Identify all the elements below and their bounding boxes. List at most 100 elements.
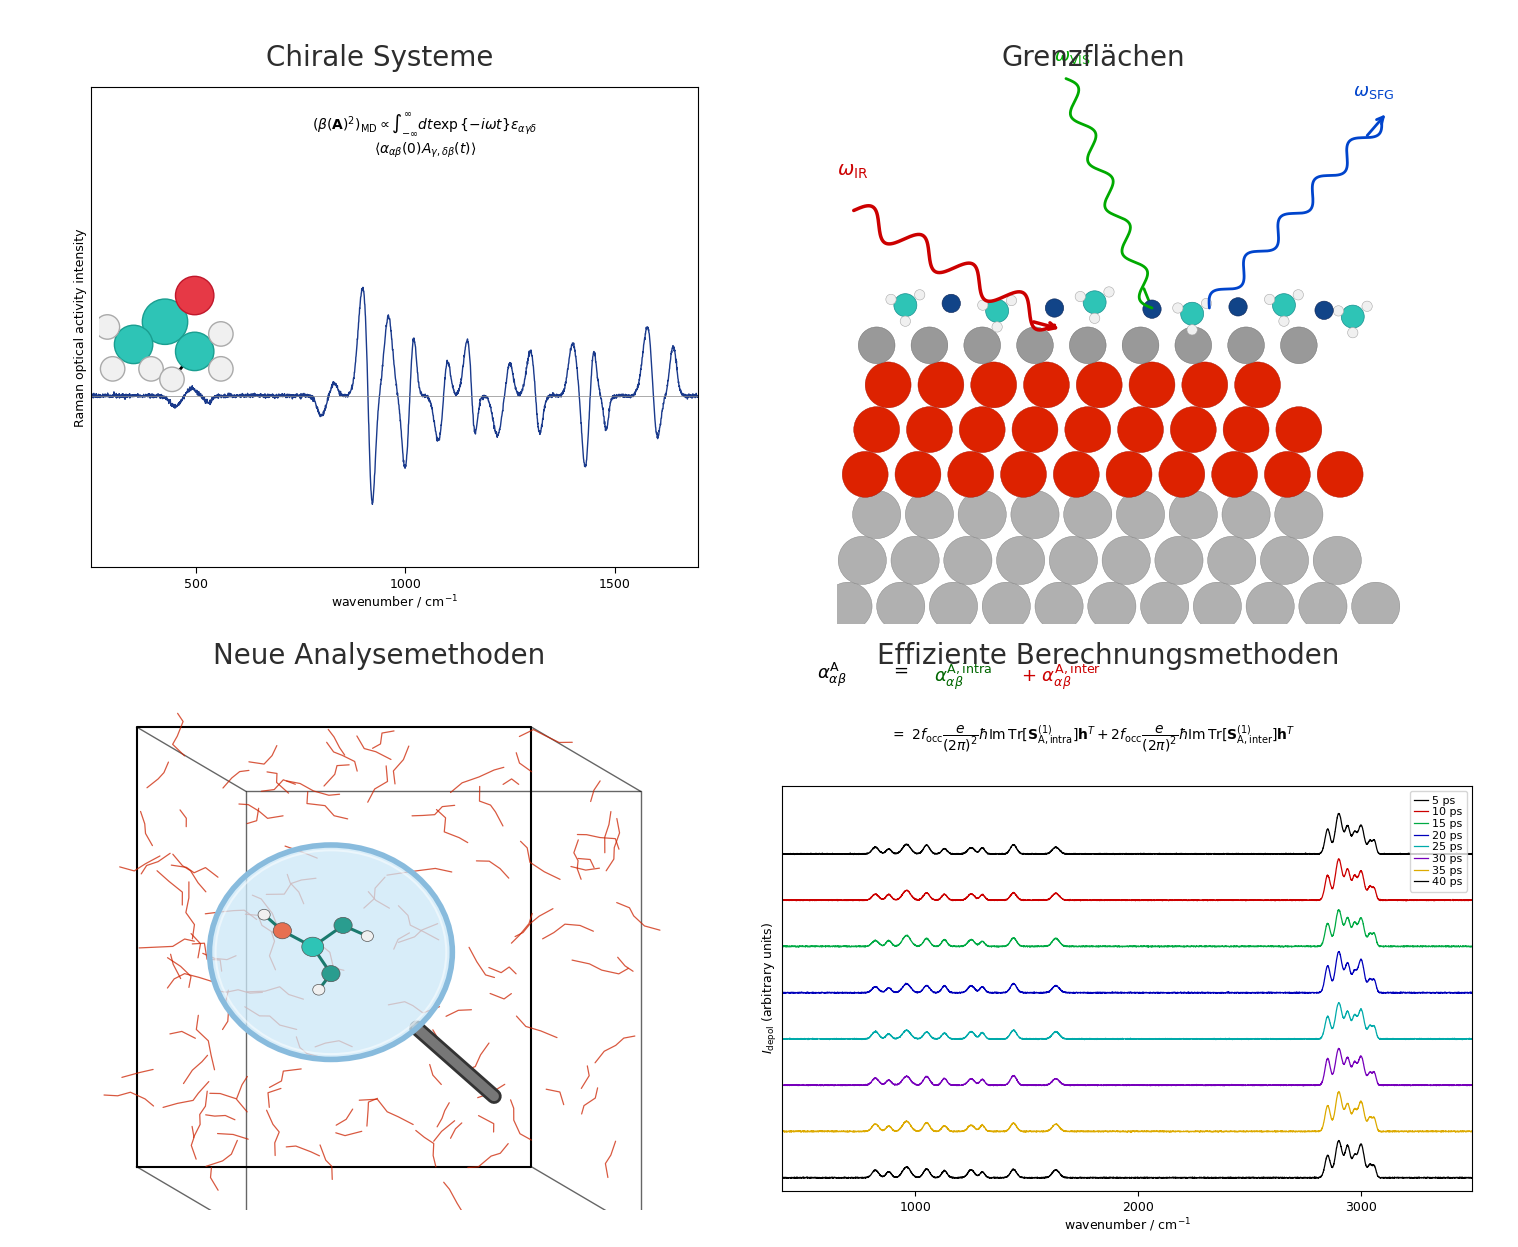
Text: $+\ \alpha^{\rm A,inter}_{\alpha\beta}$: $+\ \alpha^{\rm A,inter}_{\alpha\beta}$: [1022, 661, 1102, 692]
Circle shape: [865, 362, 911, 408]
15 ps: [1340, 915, 1359, 930]
15 ps: [1330, 902, 1348, 917]
20 ps: [1463, 985, 1482, 1000]
20 ps: [1211, 986, 1230, 1001]
Circle shape: [958, 490, 1006, 539]
5 ps: [773, 847, 791, 862]
25 ps: [1187, 1031, 1205, 1046]
20 ps: [1330, 944, 1348, 959]
Circle shape: [100, 357, 124, 382]
15 ps: [899, 928, 917, 943]
Circle shape: [964, 327, 1000, 364]
Circle shape: [138, 357, 164, 382]
Circle shape: [1088, 582, 1135, 631]
Text: $\alpha^{\rm A,intra}_{\alpha\beta}$: $\alpha^{\rm A,intra}_{\alpha\beta}$: [934, 661, 991, 692]
Circle shape: [1140, 582, 1189, 631]
Circle shape: [1064, 407, 1111, 453]
15 ps: [1222, 939, 1240, 954]
Circle shape: [1122, 327, 1158, 364]
25 ps: [1222, 1031, 1240, 1046]
Circle shape: [1224, 407, 1269, 453]
Circle shape: [96, 314, 120, 339]
Circle shape: [842, 451, 888, 498]
Circle shape: [1116, 490, 1164, 539]
Line: 15 ps: 15 ps: [782, 909, 1472, 948]
Circle shape: [1351, 582, 1400, 631]
Circle shape: [853, 407, 900, 453]
Circle shape: [143, 299, 188, 344]
20 ps: [1222, 985, 1240, 1000]
Line: 5 ps: 5 ps: [782, 813, 1472, 854]
X-axis label: wavenumber / cm$^{-1}$: wavenumber / cm$^{-1}$: [1064, 1216, 1190, 1235]
Circle shape: [991, 322, 1002, 332]
Circle shape: [1201, 298, 1211, 308]
Circle shape: [1193, 582, 1242, 631]
Y-axis label: Raman optical activity intensity: Raman optical activity intensity: [74, 228, 87, 426]
Circle shape: [322, 965, 340, 981]
Circle shape: [1277, 407, 1322, 453]
Circle shape: [1275, 490, 1324, 539]
Line: 30 ps: 30 ps: [782, 1049, 1472, 1086]
Circle shape: [1076, 362, 1122, 408]
Text: $\omega_{\rm SFG}$: $\omega_{\rm SFG}$: [1353, 82, 1394, 101]
15 ps: [1037, 939, 1055, 954]
Circle shape: [858, 327, 896, 364]
40 ps: [1289, 1170, 1307, 1185]
10 ps: [1037, 893, 1055, 908]
Circle shape: [982, 582, 1031, 631]
40 ps: [899, 1160, 917, 1175]
5 ps: [1289, 847, 1307, 862]
25 ps: [1289, 1031, 1307, 1046]
Circle shape: [1017, 327, 1053, 364]
10 ps: [1340, 868, 1359, 883]
30 ps: [1187, 1077, 1205, 1092]
Circle shape: [1064, 490, 1111, 539]
25 ps: [899, 1023, 917, 1038]
Circle shape: [1049, 536, 1098, 585]
Circle shape: [1246, 582, 1295, 631]
Circle shape: [1170, 407, 1216, 453]
Circle shape: [894, 294, 917, 317]
Text: $= \ 2f_{\rm occ}\dfrac{e}{(2\pi)^2}\hbar{\rm Im\,Tr}[\mathbf{S}^{(1)}_{\rm A,in: $= \ 2f_{\rm occ}\dfrac{e}{(2\pi)^2}\hba…: [890, 723, 1296, 753]
20 ps: [1037, 985, 1055, 1000]
Circle shape: [1222, 490, 1271, 539]
Line: 25 ps: 25 ps: [782, 1003, 1472, 1040]
35 ps: [1463, 1125, 1482, 1140]
10 ps: [1287, 893, 1305, 908]
40 ps: [1187, 1170, 1205, 1185]
Circle shape: [1208, 536, 1255, 585]
30 ps: [1149, 1079, 1167, 1094]
20 ps: [1340, 963, 1359, 978]
40 ps: [1463, 1170, 1482, 1185]
Circle shape: [1158, 451, 1205, 498]
20 ps: [899, 976, 917, 991]
Circle shape: [1172, 303, 1183, 313]
15 ps: [1289, 939, 1307, 954]
Circle shape: [1313, 536, 1362, 585]
Legend: 5 ps, 10 ps, 15 ps, 20 ps, 25 ps, 30 ps, 35 ps, 40 ps: 5 ps, 10 ps, 15 ps, 20 ps, 25 ps, 30 ps,…: [1410, 791, 1466, 892]
5 ps: [1222, 847, 1240, 862]
Circle shape: [273, 923, 291, 939]
Circle shape: [911, 327, 947, 364]
Circle shape: [985, 299, 1008, 323]
5 ps: [1187, 845, 1205, 860]
30 ps: [773, 1077, 791, 1092]
Circle shape: [1362, 301, 1372, 312]
25 ps: [1076, 1033, 1094, 1047]
Circle shape: [258, 909, 270, 920]
Circle shape: [1075, 292, 1085, 302]
Circle shape: [1183, 362, 1228, 408]
10 ps: [1463, 893, 1482, 908]
Circle shape: [853, 490, 900, 539]
Circle shape: [1046, 299, 1064, 317]
25 ps: [1340, 1010, 1359, 1025]
25 ps: [773, 1031, 791, 1046]
40 ps: [1340, 1146, 1359, 1161]
Circle shape: [1333, 306, 1343, 315]
35 ps: [1122, 1125, 1140, 1140]
15 ps: [1463, 938, 1482, 953]
Line: 20 ps: 20 ps: [782, 951, 1472, 994]
Y-axis label: $I_{\mathrm{depol}}$ (arbitrary units): $I_{\mathrm{depol}}$ (arbitrary units): [761, 923, 779, 1054]
Circle shape: [1102, 536, 1151, 585]
Circle shape: [1293, 289, 1304, 301]
